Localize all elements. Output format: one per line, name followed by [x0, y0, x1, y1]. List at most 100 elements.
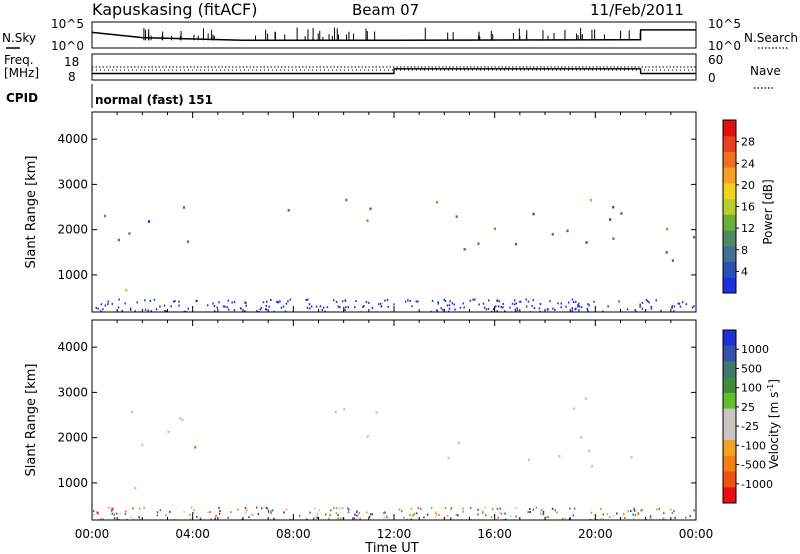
- colorbar-swatch: [723, 182, 736, 200]
- noise-point: [413, 512, 416, 515]
- noise-point: [496, 299, 499, 302]
- echo-point: [666, 227, 669, 231]
- noise-point: [222, 305, 225, 308]
- noise-point: [502, 302, 504, 305]
- time-axis: 00:00 04:00 08:00 12:00 16:00 20:00 00:00: [75, 527, 714, 541]
- noise-point: [573, 507, 576, 510]
- echo-point: [558, 455, 561, 458]
- noise-point: [218, 506, 220, 509]
- velocity-ylabel: Slant Range [km]: [24, 364, 39, 477]
- noise-point: [454, 308, 456, 311]
- noise-point: [207, 511, 209, 514]
- noise-point: [438, 514, 440, 517]
- noise-point: [481, 512, 484, 515]
- noise-point: [496, 310, 498, 312]
- noise-point: [363, 305, 365, 308]
- echo-point: [182, 206, 186, 209]
- echo-point: [141, 443, 144, 447]
- noise-point: [256, 310, 258, 312]
- velocity-label-end: ]: [767, 379, 781, 384]
- noise-point: [347, 507, 349, 510]
- noise-point: [195, 299, 198, 302]
- noise-point: [368, 515, 371, 518]
- noise-point: [497, 305, 500, 308]
- noise-point: [132, 518, 135, 520]
- noise-point: [436, 310, 438, 312]
- noise-point: [658, 507, 660, 510]
- noise-point: [693, 305, 695, 308]
- ytick-label: 2000: [57, 431, 88, 445]
- colorbar-swatch: [723, 471, 736, 488]
- noise-point: [513, 303, 516, 306]
- noise-point: [357, 514, 360, 517]
- noise-point: [578, 309, 580, 312]
- noise-point: [527, 511, 529, 514]
- noise-point: [483, 306, 486, 309]
- colorbar-tick-label: -100: [741, 439, 766, 452]
- time-axis-label: Time UT: [364, 541, 418, 554]
- echo-point: [463, 248, 466, 251]
- noise-point: [97, 307, 99, 310]
- noise-point: [682, 301, 684, 304]
- noise-point: [528, 510, 530, 513]
- noise-point: [602, 513, 604, 516]
- colorbar-swatch: [723, 167, 736, 184]
- noise-tick-low-left: 10^0: [51, 39, 84, 53]
- noise-point: [329, 514, 331, 517]
- noise-point: [650, 307, 653, 310]
- noise-point: [100, 303, 103, 306]
- ytick-label: 3000: [57, 385, 88, 399]
- noise-point: [546, 307, 549, 310]
- noise-point: [514, 308, 517, 311]
- echo-point: [588, 449, 591, 453]
- noise-point: [111, 302, 114, 305]
- noise-point: [362, 306, 364, 308]
- noise-point: [219, 510, 221, 513]
- echo-point: [612, 205, 615, 209]
- noise-point: [384, 299, 386, 302]
- cpid-value: normal (fast) 151: [95, 93, 213, 107]
- colorbar-tick-label: 24: [741, 157, 755, 170]
- noise-point: [215, 515, 217, 517]
- noise-point: [192, 511, 194, 514]
- noise-point: [354, 513, 356, 516]
- noise-point: [590, 511, 593, 514]
- noise-point: [457, 514, 459, 517]
- echo-point: [369, 207, 372, 211]
- noise-point: [406, 518, 408, 520]
- noise-point: [417, 300, 419, 303]
- echo-point: [375, 411, 378, 414]
- noise-point: [673, 310, 675, 312]
- noise-point: [209, 511, 211, 513]
- echo-point: [589, 198, 592, 202]
- noise-point: [572, 514, 575, 517]
- noise-point: [401, 510, 403, 513]
- freq-label: Freq.: [4, 53, 34, 67]
- noise-point: [663, 512, 665, 515]
- noise-point: [684, 516, 687, 519]
- date-label: 11/Feb/2011: [590, 1, 684, 19]
- noise-point: [282, 305, 285, 308]
- noise-point: [484, 506, 487, 509]
- noise-point: [596, 518, 598, 520]
- power-panel: 1000 2000 3000 4000 Slant Range [km]: [24, 111, 697, 313]
- noise-point: [578, 302, 580, 305]
- velocity-colorbar-label: Velocity [m s-1]: [766, 379, 781, 469]
- echo-point: [345, 198, 348, 202]
- noise-point: [561, 518, 564, 520]
- noise-point: [308, 307, 311, 310]
- noise-point: [492, 308, 495, 310]
- noise-point: [539, 303, 542, 305]
- noise-point: [509, 306, 511, 309]
- noise-point: [144, 308, 147, 311]
- noise-point: [637, 512, 640, 515]
- noise-point: [635, 310, 637, 312]
- noise-point: [270, 299, 272, 301]
- noise-point: [305, 298, 307, 301]
- noise-point: [328, 517, 330, 520]
- echo-point: [630, 456, 633, 459]
- noise-point: [539, 310, 541, 312]
- noise-point: [444, 300, 447, 302]
- nsky-label: N.Sky: [2, 31, 36, 45]
- noise-point: [634, 309, 636, 312]
